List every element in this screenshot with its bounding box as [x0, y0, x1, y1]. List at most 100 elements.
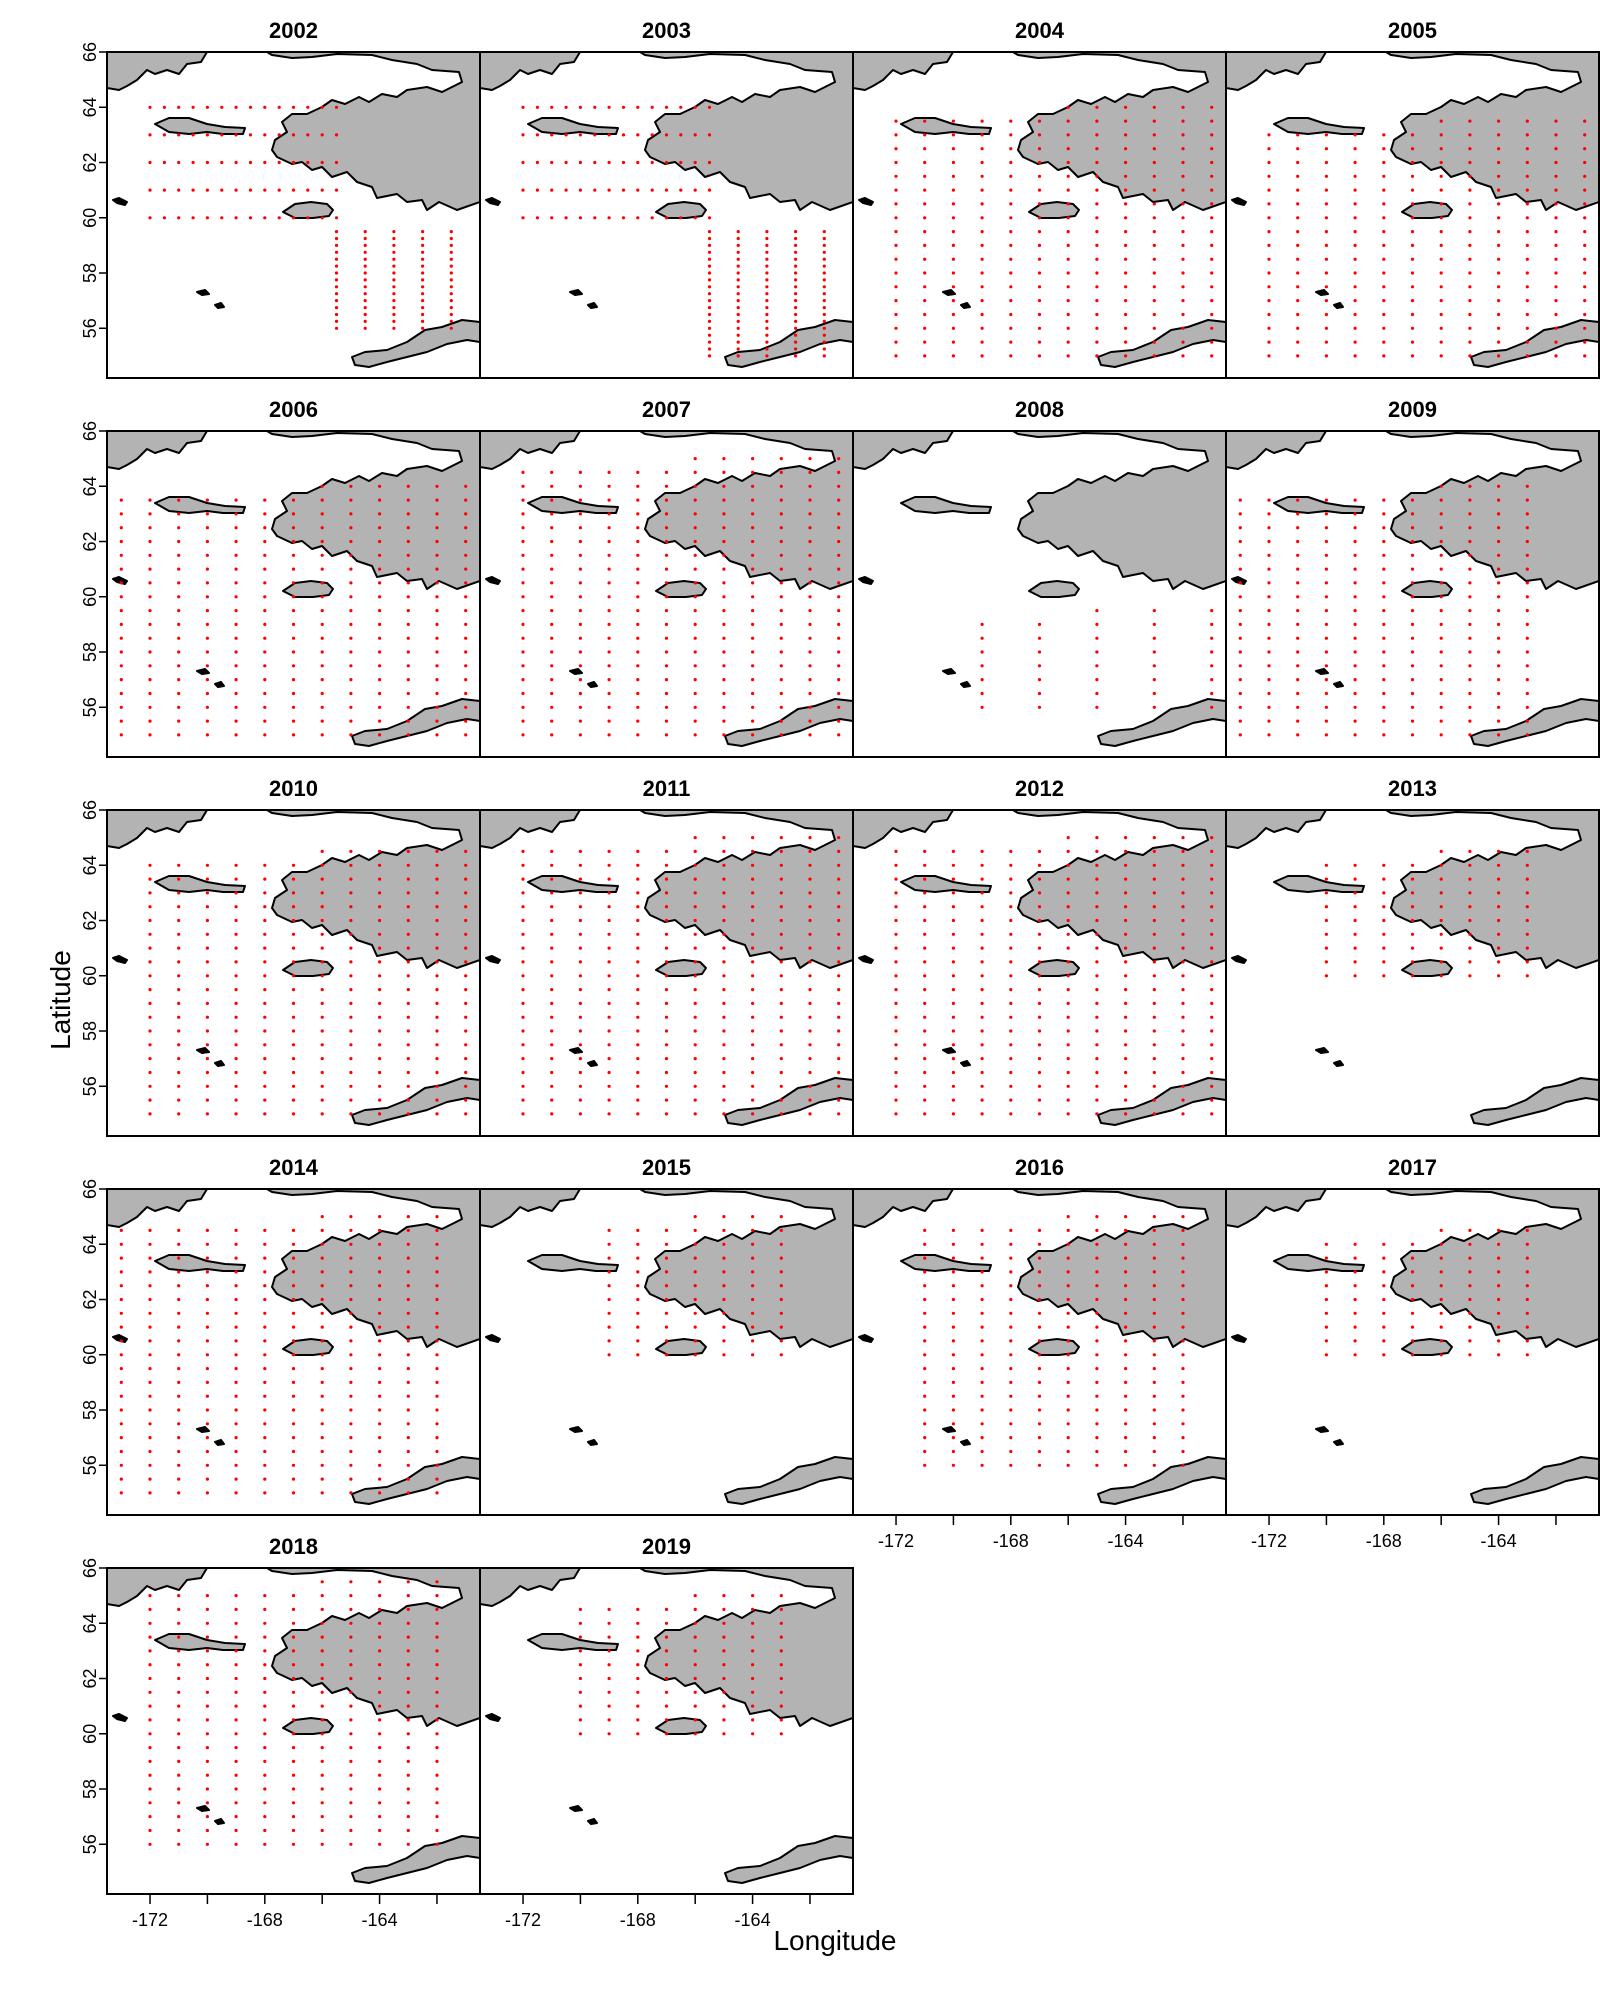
- station-point: [1095, 932, 1099, 936]
- station-point: [1353, 174, 1357, 178]
- station-point: [291, 1084, 296, 1088]
- station-point: [1468, 271, 1472, 275]
- station-point: [951, 216, 955, 220]
- station-point: [779, 691, 783, 696]
- station-point: [1238, 512, 1242, 516]
- station-point: [751, 1649, 755, 1653]
- station-point: [837, 678, 841, 682]
- station-point: [636, 567, 640, 571]
- station-point: [363, 236, 367, 241]
- station-point: [1324, 299, 1328, 303]
- station-point: [822, 354, 826, 358]
- station-point: [464, 622, 468, 626]
- station-point: [1324, 340, 1328, 344]
- y-tick-label: 62: [80, 1668, 100, 1688]
- station-point: [951, 960, 955, 964]
- station-point: [1525, 1270, 1529, 1274]
- station-point: [378, 1057, 382, 1061]
- station-point: [263, 133, 267, 137]
- station-point: [1353, 678, 1357, 682]
- station-point: [378, 1732, 382, 1736]
- station-point: [148, 1394, 152, 1398]
- station-point: [320, 1353, 324, 1357]
- station-point: [1181, 974, 1185, 978]
- station-point: [693, 526, 697, 530]
- station-point: [205, 1663, 209, 1667]
- station-point: [1009, 326, 1013, 330]
- station-point: [837, 1029, 841, 1033]
- station-point: [220, 133, 224, 137]
- station-point: [349, 1704, 353, 1708]
- station-point: [664, 705, 669, 709]
- station-point: [291, 1449, 296, 1454]
- station-point: [951, 1449, 955, 1454]
- station-point: [205, 1801, 209, 1805]
- station-point: [406, 974, 410, 978]
- station-point: [1181, 1070, 1185, 1075]
- station-point: [1152, 285, 1156, 289]
- station-point: [951, 1380, 955, 1384]
- station-point: [751, 1594, 755, 1598]
- station-point: [464, 553, 468, 557]
- station-point: [177, 1621, 181, 1625]
- station-point: [779, 1690, 783, 1694]
- panel-2009-stations: [1238, 484, 1529, 737]
- station-point: [951, 326, 955, 330]
- station-point: [751, 484, 755, 488]
- station-point: [1037, 946, 1042, 950]
- station-point: [435, 636, 439, 640]
- station-point: [808, 877, 812, 881]
- station-point: [1468, 147, 1472, 151]
- station-point: [1181, 1394, 1185, 1398]
- station-point: [234, 1270, 238, 1274]
- station-point: [894, 133, 898, 137]
- station-point: [1152, 849, 1156, 853]
- station-point: [1468, 354, 1472, 358]
- station-point: [205, 946, 209, 950]
- st-george-island: [960, 302, 971, 309]
- alaska-peninsula: [724, 1835, 853, 1884]
- station-point: [1439, 498, 1443, 502]
- station-point: [550, 691, 554, 696]
- station-point: [808, 836, 812, 840]
- station-point: [1267, 678, 1271, 682]
- station-point: [1037, 974, 1042, 978]
- x-tick-label: -172: [505, 1910, 541, 1930]
- station-point: [1152, 1029, 1156, 1033]
- station-point: [378, 1828, 382, 1833]
- station-point: [736, 326, 740, 330]
- station-point: [1497, 960, 1501, 964]
- station-point: [1066, 216, 1070, 220]
- station-point: [291, 216, 296, 220]
- station-point: [636, 105, 640, 109]
- station-point: [808, 905, 812, 909]
- station-point: [234, 891, 238, 895]
- station-point: [291, 1607, 296, 1611]
- station-point: [1267, 622, 1271, 626]
- station-point: [636, 1649, 640, 1653]
- station-point: [736, 333, 740, 337]
- station-point: [1296, 553, 1300, 557]
- station-point: [1037, 1311, 1042, 1315]
- station-point: [378, 849, 382, 853]
- station-point: [1095, 1339, 1099, 1343]
- station-point: [349, 1828, 353, 1833]
- station-point: [435, 1242, 439, 1246]
- station-point: [1124, 1339, 1128, 1343]
- station-point: [1382, 664, 1386, 668]
- station-point: [779, 836, 783, 840]
- station-point: [1181, 1297, 1185, 1302]
- station-point: [664, 733, 669, 737]
- station-point: [177, 1057, 181, 1061]
- station-point: [349, 1746, 353, 1750]
- station-point: [980, 257, 984, 261]
- station-point: [1410, 188, 1415, 192]
- panel-title-2018: 2018: [269, 1534, 318, 1559]
- station-point: [923, 932, 927, 936]
- station-point: [148, 1339, 152, 1343]
- station-point: [406, 946, 410, 950]
- station-point: [1410, 1353, 1415, 1357]
- station-point: [1124, 105, 1128, 109]
- station-point: [1095, 877, 1099, 881]
- station-point: [1037, 863, 1042, 867]
